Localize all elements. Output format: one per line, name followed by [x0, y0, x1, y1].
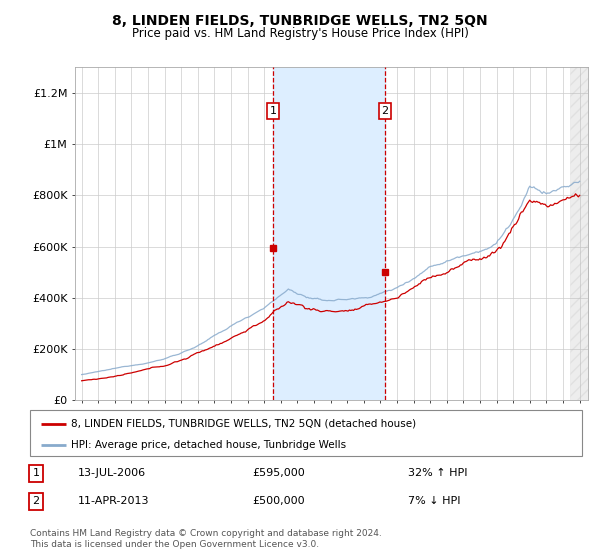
Text: HPI: Average price, detached house, Tunbridge Wells: HPI: Average price, detached house, Tunb… [71, 440, 347, 450]
Text: 11-APR-2013: 11-APR-2013 [78, 496, 149, 506]
Text: £500,000: £500,000 [252, 496, 305, 506]
Text: 1: 1 [32, 468, 40, 478]
Text: Price paid vs. HM Land Registry's House Price Index (HPI): Price paid vs. HM Land Registry's House … [131, 27, 469, 40]
Text: Contains HM Land Registry data © Crown copyright and database right 2024.
This d: Contains HM Land Registry data © Crown c… [30, 529, 382, 549]
Text: 2: 2 [382, 106, 389, 116]
Text: 8, LINDEN FIELDS, TUNBRIDGE WELLS, TN2 5QN: 8, LINDEN FIELDS, TUNBRIDGE WELLS, TN2 5… [112, 14, 488, 28]
Text: 7% ↓ HPI: 7% ↓ HPI [408, 496, 461, 506]
Text: 32% ↑ HPI: 32% ↑ HPI [408, 468, 467, 478]
Text: 2: 2 [32, 496, 40, 506]
Text: 13-JUL-2006: 13-JUL-2006 [78, 468, 146, 478]
Text: 1: 1 [269, 106, 277, 116]
Bar [570, 67, 588, 400]
Text: £595,000: £595,000 [252, 468, 305, 478]
Bar [273, 67, 385, 400]
Text: 8, LINDEN FIELDS, TUNBRIDGE WELLS, TN2 5QN (detached house): 8, LINDEN FIELDS, TUNBRIDGE WELLS, TN2 5… [71, 419, 416, 429]
